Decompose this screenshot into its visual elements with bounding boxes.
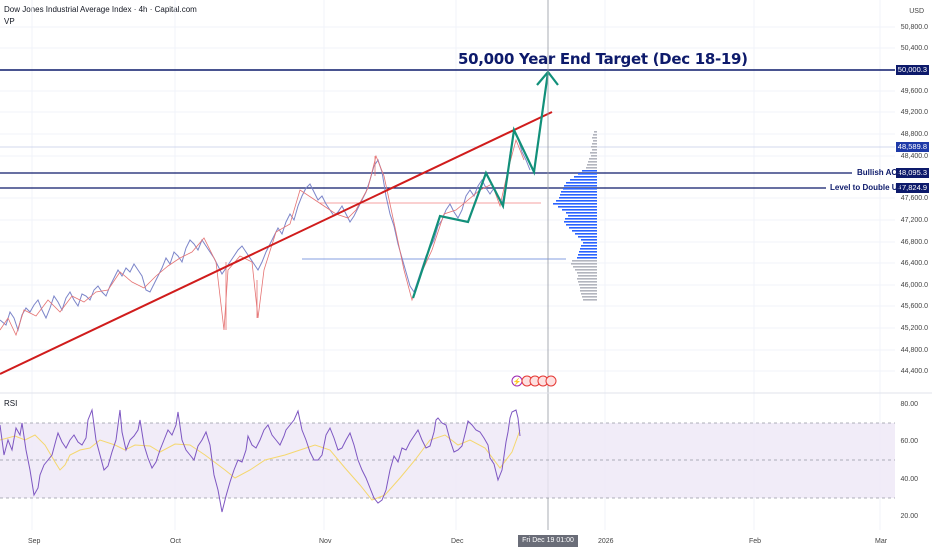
svg-text:80.00: 80.00 (900, 401, 918, 408)
rsi-line (0, 408, 521, 513)
svg-text:44,800.0: 44,800.0 (901, 347, 928, 354)
svg-text:46,000.0: 46,000.0 (901, 282, 928, 289)
bullish-aoi-price-tag: 48,095.3 (895, 168, 929, 178)
currency-label: USD (909, 8, 924, 15)
current-price-tag: 48,589.8 (895, 142, 929, 152)
price-wicks (225, 156, 376, 330)
svg-text:60.00: 60.00 (900, 438, 918, 445)
svg-text:44,400.0: 44,400.0 (901, 368, 928, 375)
time-axis-label: Feb (749, 538, 762, 545)
price-axis: 50,800.0 50,400.0 49,600.0 49,200.0 48,8… (901, 24, 928, 375)
rsi-levels (0, 422, 895, 499)
svg-text:50,800.0: 50,800.0 (901, 24, 928, 31)
us-flag-event-icon (545, 375, 557, 387)
svg-text:49,200.0: 49,200.0 (901, 109, 928, 116)
projection-path (411, 71, 550, 299)
chart-title: Dow Jones Industrial Average Index · 4h … (4, 5, 197, 14)
price-candles (0, 130, 531, 337)
svg-text:50,400.0: 50,400.0 (901, 45, 928, 52)
svg-text:46,400.0: 46,400.0 (901, 260, 928, 267)
svg-text:48,400.0: 48,400.0 (901, 153, 928, 160)
ascending-trendline (0, 111, 553, 375)
svg-text:45,600.0: 45,600.0 (901, 303, 928, 310)
time-axis-label: Nov (319, 538, 332, 545)
price-grid (0, 26, 895, 372)
svg-text:48,800.0: 48,800.0 (901, 131, 928, 138)
year-end-target-label: 50,000 Year End Target (Dec 18-19) (458, 50, 748, 68)
event-markers: ⚡ (511, 375, 557, 387)
vp-indicator-label[interactable]: VP (4, 17, 15, 26)
double-up-label: Level to Double Up (830, 183, 903, 192)
crosshair-date-tag: Fri Dec 19 01:00 (518, 535, 578, 547)
time-axis-label: 2026 (598, 538, 614, 545)
svg-text:47,600.0: 47,600.0 (901, 195, 928, 202)
volume-profile (553, 131, 597, 301)
svg-text:46,800.0: 46,800.0 (901, 239, 928, 246)
svg-text:47,200.0: 47,200.0 (901, 217, 928, 224)
svg-text:20.00: 20.00 (900, 513, 918, 520)
target-price-tag: 50,000.3 (895, 65, 929, 75)
time-axis-label: Dec (451, 538, 464, 545)
svg-text:40.00: 40.00 (900, 476, 918, 483)
double-up-price-tag: 47,824.9 (895, 183, 929, 193)
svg-text:49,600.0: 49,600.0 (901, 88, 928, 95)
bullish-aoi-label: Bullish AOI (857, 168, 900, 177)
time-axis-label: Sep (28, 538, 41, 545)
rsi-pane-label[interactable]: RSI (4, 399, 18, 408)
time-axis-label: Oct (170, 538, 181, 545)
time-axis-label: Mar (875, 538, 888, 545)
svg-text:⚡: ⚡ (513, 377, 522, 386)
rsi-band (0, 423, 895, 498)
svg-text:45,200.0: 45,200.0 (901, 325, 928, 332)
rsi-axis: 80.00 60.00 40.00 20.00 (900, 401, 918, 520)
rsi-ma-line (0, 429, 521, 501)
